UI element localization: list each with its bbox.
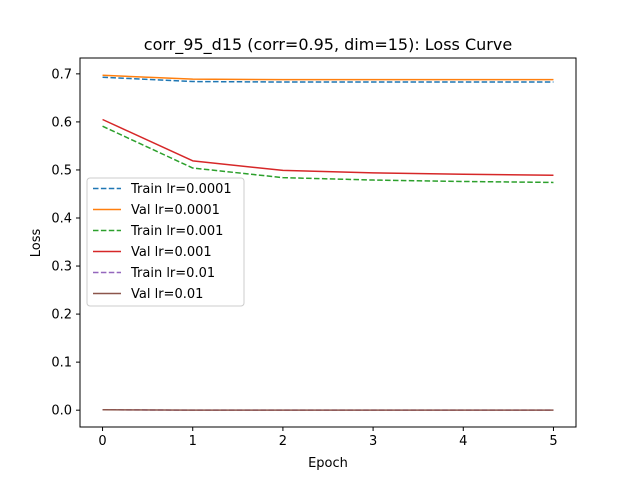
y-tick-label: 0.5: [51, 163, 72, 178]
series-lines: [102, 74, 554, 411]
x-tick-label: 5: [549, 434, 557, 449]
x-tick-label: 1: [189, 434, 197, 449]
y-tick-label: 0.4: [51, 211, 72, 226]
x-tick-label: 4: [459, 434, 467, 449]
plot-frame: [79, 57, 577, 428]
axes-ticks: 0 1 2 3 4 5 0.0 0.1 0.2 0.3 0.4 0.5 0.6 0.7: [51, 67, 557, 449]
y-tick-label: 0.6: [51, 115, 72, 130]
legend: Train lr=0.0001 Val lr=0.0001 Train lr=0.0…: [86, 177, 245, 307]
legend-box: [86, 177, 245, 307]
series-line-0: [102, 76, 554, 83]
legend-label: Train lr=0.0001: [130, 182, 232, 197]
x-axis-label: Epoch: [308, 456, 348, 471]
y-tick-label: 0.0: [51, 404, 72, 419]
legend-label: Train lr=0.01: [130, 266, 215, 281]
legend-label: Train lr=0.001: [130, 224, 223, 239]
series-line-2: [102, 125, 554, 184]
y-axis-label: Loss: [29, 229, 44, 258]
y-tick-label: 0.3: [51, 260, 72, 275]
chart-title: corr_95_d15 (corr=0.95, dim=15): Loss Cu…: [144, 35, 512, 55]
y-tick-label: 0.1: [51, 356, 72, 371]
x-tick-label: 0: [98, 434, 106, 449]
series-line-3: [102, 118, 554, 176]
x-tick-label: 3: [369, 434, 377, 449]
legend-label: Val lr=0.01: [131, 287, 203, 302]
series-line-1: [102, 74, 554, 81]
x-tick-label: 2: [279, 434, 287, 449]
legend-label: Val lr=0.0001: [131, 203, 220, 218]
legend-label: Val lr=0.001: [131, 245, 212, 260]
y-tick-label: 0.2: [51, 308, 72, 323]
y-tick-label: 0.7: [51, 67, 72, 82]
